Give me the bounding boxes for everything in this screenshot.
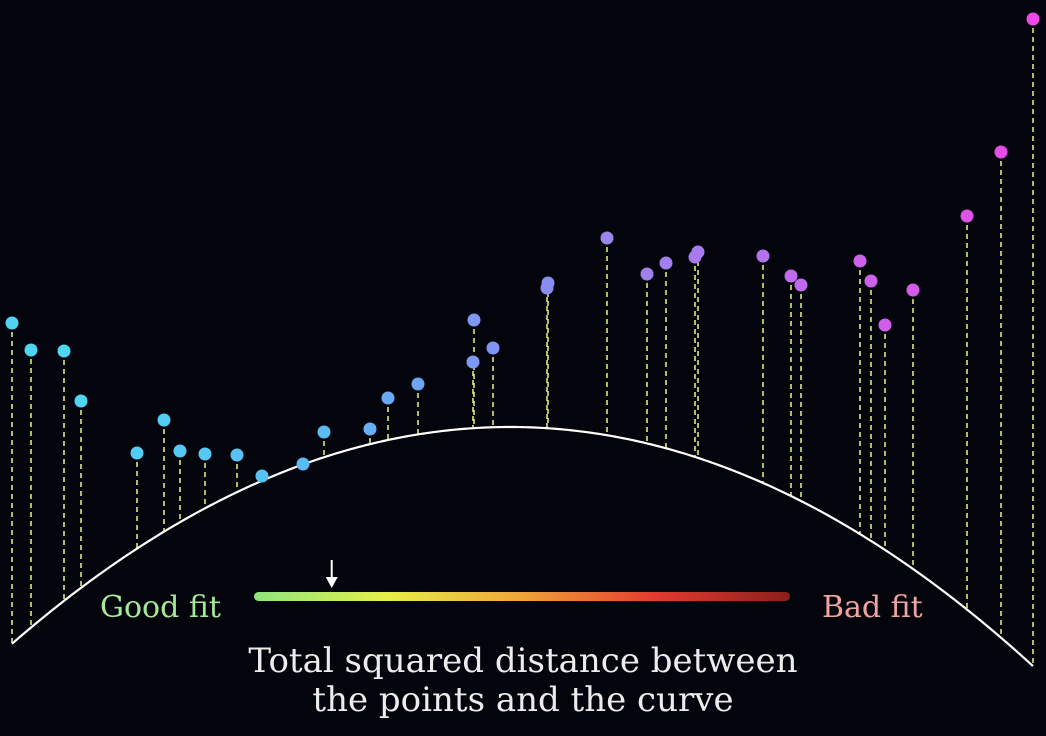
data-point-33: [994, 145, 1008, 159]
data-point-2: [57, 344, 71, 358]
data-point-15: [467, 313, 481, 327]
data-point-14: [411, 377, 425, 391]
data-point-17: [486, 341, 500, 355]
data-point-19: [540, 281, 554, 295]
data-point-30: [878, 318, 892, 332]
data-point-13: [381, 391, 395, 405]
data-point-8: [230, 448, 244, 462]
data-point-11: [317, 425, 331, 439]
data-points: [5, 12, 1040, 483]
data-point-10: [296, 457, 310, 471]
data-point-21: [640, 267, 654, 281]
data-point-34: [1026, 12, 1040, 26]
data-point-29: [864, 274, 878, 288]
data-point-0: [5, 316, 19, 330]
data-point-31: [906, 283, 920, 297]
data-point-6: [173, 444, 187, 458]
bad-fit-label: Bad fit: [822, 590, 923, 625]
data-point-9: [255, 469, 269, 483]
fit-gradient-bar: [254, 592, 790, 601]
residual-lines: [11, 19, 1034, 667]
data-point-26: [784, 269, 798, 283]
data-point-5: [157, 413, 171, 427]
data-point-24: [691, 245, 705, 259]
caption-line-1: Total squared distance between: [248, 641, 798, 681]
data-point-4: [130, 446, 144, 460]
data-point-12: [363, 422, 377, 436]
data-point-25: [756, 249, 770, 263]
data-point-3: [74, 394, 88, 408]
fit-indicator-arrow: [325, 560, 338, 588]
good-fit-label: Good fit: [100, 590, 221, 625]
data-point-16: [466, 355, 480, 369]
data-point-32: [960, 209, 974, 223]
caption: Total squared distance between the point…: [0, 642, 1046, 720]
fitted-curve: [11, 425, 1034, 667]
data-point-27: [794, 278, 808, 292]
data-point-28: [853, 254, 867, 268]
data-point-22: [659, 256, 673, 270]
data-point-20: [600, 231, 614, 245]
data-point-7: [198, 447, 212, 461]
caption-line-2: the points and the curve: [312, 680, 734, 720]
data-point-1: [24, 343, 38, 357]
